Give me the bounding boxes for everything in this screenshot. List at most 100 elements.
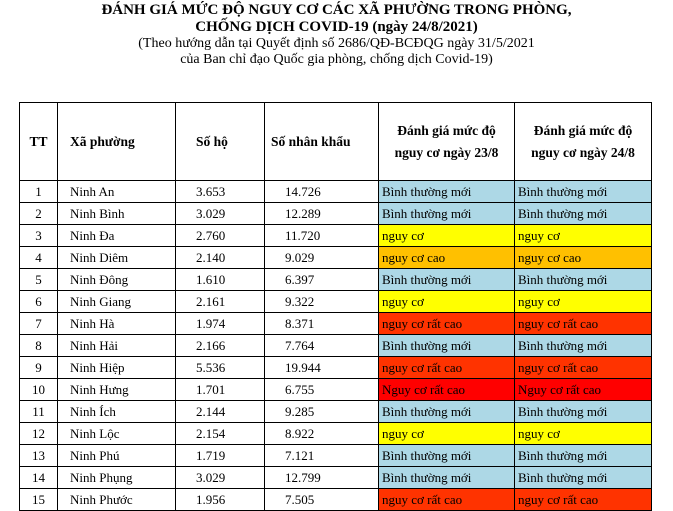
cell-households: 2.154	[175, 422, 265, 445]
table-row: 13 Ninh Phú 1.719 7.121 Bình thường mới Bình …	[19, 444, 652, 467]
cell-tt: 2	[19, 202, 58, 225]
cell-risk-23-8: Bình thường mới	[378, 268, 515, 291]
cell-population: 12.289	[264, 202, 379, 225]
cell-risk-24-8: Bình thường mới	[514, 400, 652, 423]
table-header-row: TT Xã phường Số hộ Số nhân khẩu Đánh giá…	[19, 102, 652, 181]
cell-risk-24-8: nguy cơ rất cao	[514, 356, 652, 379]
cell-households: 1.610	[175, 268, 265, 291]
cell-population: 19.944	[264, 356, 379, 379]
cell-households: 3.029	[175, 202, 265, 225]
cell-households: 1.701	[175, 378, 265, 401]
cell-risk-23-8: Bình thường mới	[378, 400, 515, 423]
cell-risk-23-8: Bình thường mới	[378, 202, 515, 225]
cell-risk-23-8: nguy cơ rất cao	[378, 312, 515, 335]
cell-risk-24-8: nguy cơ cao	[514, 246, 652, 269]
subtitle-line-2: của Ban chỉ đạo Quốc gia phòng, chống dị…	[180, 52, 493, 67]
header-ward: Xã phường	[57, 102, 176, 181]
cell-households: 2.166	[175, 334, 265, 357]
cell-tt: 7	[19, 312, 58, 335]
cell-households: 5.536	[175, 356, 265, 379]
cell-risk-23-8: Bình thường mới	[378, 466, 515, 489]
cell-tt: 1	[19, 180, 58, 203]
cell-ward: Ninh Hải	[57, 334, 176, 357]
table-row: 9 Ninh Hiệp 5.536 19.944 nguy cơ rất cao nguy…	[19, 356, 652, 379]
subtitle-line-1: (Theo hướng dẫn tại Quyết định số 2686/Q…	[138, 36, 535, 51]
table-row: 14 Ninh Phụng 3.029 12.799 Bình thường mới Bì…	[19, 466, 652, 489]
cell-risk-23-8: nguy cơ cao	[378, 246, 515, 269]
header-tt: TT	[19, 102, 58, 181]
cell-population: 6.755	[264, 378, 379, 401]
cell-population: 7.121	[264, 444, 379, 467]
cell-households: 3.029	[175, 466, 265, 489]
cell-tt: 5	[19, 268, 58, 291]
cell-tt: 8	[19, 334, 58, 357]
cell-tt: 13	[19, 444, 58, 467]
document-header: ĐÁNH GIÁ MỨC ĐỘ NGUY CƠ CÁC XÃ PHƯỜNG TR…	[0, 2, 673, 68]
table-row: 7 Ninh Hà 1.974 8.371 nguy cơ rất cao nguy cơ…	[19, 312, 652, 335]
table-row: 10 Ninh Hưng 1.701 6.755 Nguy cơ rất cao Nguy…	[19, 378, 652, 401]
cell-risk-24-8: Bình thường mới	[514, 466, 652, 489]
cell-ward: Ninh Phú	[57, 444, 176, 467]
header-population: Số nhân khẩu	[264, 102, 379, 181]
cell-households: 2.161	[175, 290, 265, 313]
cell-tt: 3	[19, 224, 58, 247]
cell-tt: 12	[19, 422, 58, 445]
table-row: 8 Ninh Hải 2.166 7.764 Bình thường mới Bình t…	[19, 334, 652, 357]
cell-risk-24-8: Bình thường mới	[514, 202, 652, 225]
cell-ward: Ninh Ích	[57, 400, 176, 423]
table-row: 2 Ninh Bình 3.029 12.289 Bình thường mới Bình…	[19, 202, 652, 225]
cell-households: 3.653	[175, 180, 265, 203]
table-row: 3 Ninh Đa 2.760 11.720 nguy cơ nguy cơ	[19, 224, 652, 247]
table-row: 5 Ninh Đông 1.610 6.397 Bình thường mới Bình …	[19, 268, 652, 291]
cell-risk-24-8: Nguy cơ rất cao	[514, 378, 652, 401]
table-row: 11 Ninh Ích 2.144 9.285 Bình thường mới Bình …	[19, 400, 652, 423]
cell-ward: Ninh An	[57, 180, 176, 203]
cell-ward: Ninh Đa	[57, 224, 176, 247]
cell-tt: 9	[19, 356, 58, 379]
header-risk-23-8: Đánh giá mức độ nguy cơ ngày 23/8	[378, 102, 515, 181]
cell-risk-23-8: nguy cơ	[378, 422, 515, 445]
title-line-1: ĐÁNH GIÁ MỨC ĐỘ NGUY CƠ CÁC XÃ PHƯỜNG TR…	[101, 2, 572, 18]
cell-population: 14.726	[264, 180, 379, 203]
cell-households: 1.974	[175, 312, 265, 335]
cell-risk-23-8: Bình thường mới	[378, 334, 515, 357]
table-body: 1 Ninh An 3.653 14.726 Bình thường mới Bình t…	[19, 180, 652, 511]
cell-population: 9.285	[264, 400, 379, 423]
cell-risk-23-8: nguy cơ	[378, 290, 515, 313]
header-households: Số hộ	[175, 102, 265, 181]
cell-ward: Ninh Diêm	[57, 246, 176, 269]
cell-ward: Ninh Bình	[57, 202, 176, 225]
cell-ward: Ninh Lộc	[57, 422, 176, 445]
cell-risk-24-8: Bình thường mới	[514, 268, 652, 291]
cell-population: 12.799	[264, 466, 379, 489]
cell-population: 9.029	[264, 246, 379, 269]
cell-households: 2.140	[175, 246, 265, 269]
cell-risk-23-8: Nguy cơ rất cao	[378, 378, 515, 401]
cell-population: 9.322	[264, 290, 379, 313]
cell-risk-24-8: nguy cơ	[514, 290, 652, 313]
cell-risk-24-8: nguy cơ	[514, 422, 652, 445]
cell-risk-23-8: Bình thường mới	[378, 180, 515, 203]
cell-risk-24-8: Bình thường mới	[514, 444, 652, 467]
risk-assessment-table: TT Xã phường Số hộ Số nhân khẩu Đánh giá…	[19, 102, 652, 511]
cell-tt: 11	[19, 400, 58, 423]
cell-risk-23-8: nguy cơ	[378, 224, 515, 247]
table-row: 4 Ninh Diêm 2.140 9.029 nguy cơ cao nguy cơ c…	[19, 246, 652, 269]
cell-risk-24-8: nguy cơ	[514, 224, 652, 247]
cell-tt: 6	[19, 290, 58, 313]
cell-households: 2.760	[175, 224, 265, 247]
cell-households: 2.144	[175, 400, 265, 423]
cell-population: 7.764	[264, 334, 379, 357]
cell-risk-23-8: Bình thường mới	[378, 444, 515, 467]
cell-households: 1.719	[175, 444, 265, 467]
title-line-2: CHỐNG DỊCH COVID-19 (ngày 24/8/2021)	[195, 19, 478, 35]
cell-risk-24-8: nguy cơ rất cao	[514, 312, 652, 335]
cell-population: 11.720	[264, 224, 379, 247]
cell-tt: 10	[19, 378, 58, 401]
cell-population: 8.371	[264, 312, 379, 335]
cell-tt: 4	[19, 246, 58, 269]
cell-ward: Ninh Đông	[57, 268, 176, 291]
cell-ward: Ninh Phụng	[57, 466, 176, 489]
table-row: 12 Ninh Lộc 2.154 8.922 nguy cơ nguy cơ	[19, 422, 652, 445]
cell-tt: 14	[19, 466, 58, 489]
